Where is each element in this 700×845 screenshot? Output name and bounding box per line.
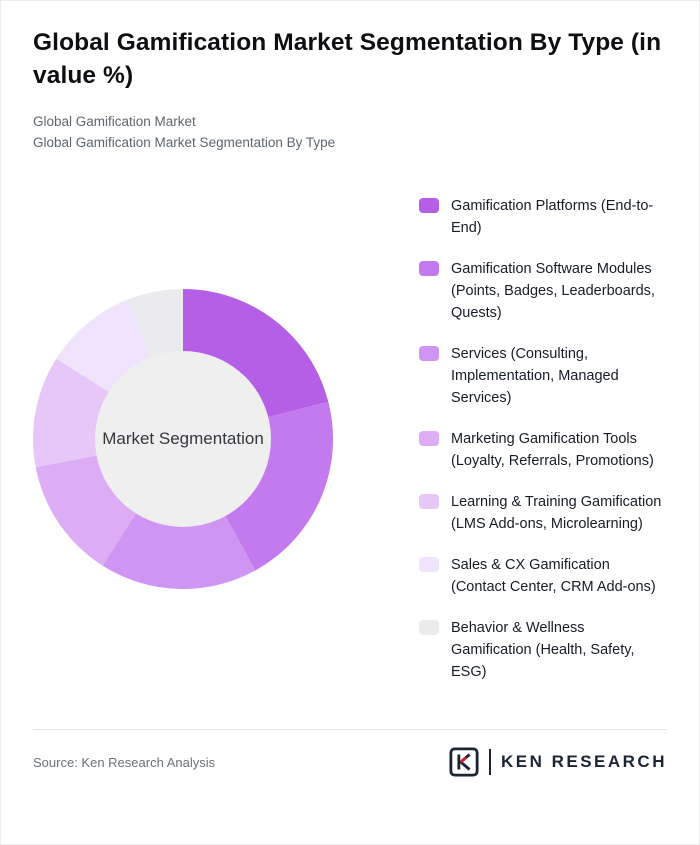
footer-divider xyxy=(33,729,667,730)
legend-label-3: Marketing Gamification Tools (Loyalty, R… xyxy=(451,431,654,469)
logo-divider-bar xyxy=(488,749,491,775)
legend-swatch-4 xyxy=(419,494,439,509)
legend-item-5: Sales & CX Gamification (Contact Center,… xyxy=(419,554,667,598)
legend-label-2: Services (Consulting, Implementation, Ma… xyxy=(451,346,619,406)
legend-item-0: Gamification Platforms (End-to-End) xyxy=(419,195,667,239)
legend-swatch-0 xyxy=(419,198,439,213)
chart-legend: Gamification Platforms (End-to-End) Gamif… xyxy=(419,195,667,683)
legend-swatch-5 xyxy=(419,557,439,572)
legend-label-4: Learning & Training Gamification (LMS Ad… xyxy=(451,494,662,532)
ken-research-logo: KEN RESEARCH xyxy=(449,747,667,777)
legend-swatch-2 xyxy=(419,346,439,361)
chart-card: Global Gamification Market Segmentation … xyxy=(1,1,699,777)
logo-k-icon xyxy=(449,747,479,777)
subtitle-line-2: Global Gamification Market Segmentation … xyxy=(33,135,336,150)
donut-chart: Market Segmentation xyxy=(33,289,333,589)
legend-label-6: Behavior & Wellness Gamification (Health… xyxy=(451,620,635,680)
subtitle-line-1: Global Gamification Market xyxy=(33,114,196,129)
legend-label-5: Sales & CX Gamification (Contact Center,… xyxy=(451,557,656,595)
legend-label-0: Gamification Platforms (End-to-End) xyxy=(451,198,654,236)
legend-item-4: Learning & Training Gamification (LMS Ad… xyxy=(419,491,667,535)
chart-area: Market Segmentation Gamification Platfor… xyxy=(33,195,667,683)
logo-wordmark: KEN RESEARCH xyxy=(500,752,667,771)
legend-item-3: Marketing Gamification Tools (Loyalty, R… xyxy=(419,428,667,472)
legend-label-1: Gamification Software Modules (Points, B… xyxy=(451,261,655,321)
legend-item-6: Behavior & Wellness Gamification (Health… xyxy=(419,617,667,683)
donut-hole xyxy=(95,351,271,527)
donut-svg xyxy=(33,289,333,589)
legend-swatch-1 xyxy=(419,261,439,276)
footer: Source: Ken Research Analysis KEN RESEAR… xyxy=(1,730,699,777)
subtitle-block: Global Gamification Market Global Gamifi… xyxy=(33,111,667,153)
source-text: Source: Ken Research Analysis xyxy=(33,754,216,770)
legend-item-1: Gamification Software Modules (Points, B… xyxy=(419,258,667,324)
page-title: Global Gamification Market Segmentation … xyxy=(33,29,662,89)
legend-swatch-3 xyxy=(419,431,439,446)
legend-item-2: Services (Consulting, Implementation, Ma… xyxy=(419,343,667,409)
legend-swatch-6 xyxy=(419,620,439,635)
